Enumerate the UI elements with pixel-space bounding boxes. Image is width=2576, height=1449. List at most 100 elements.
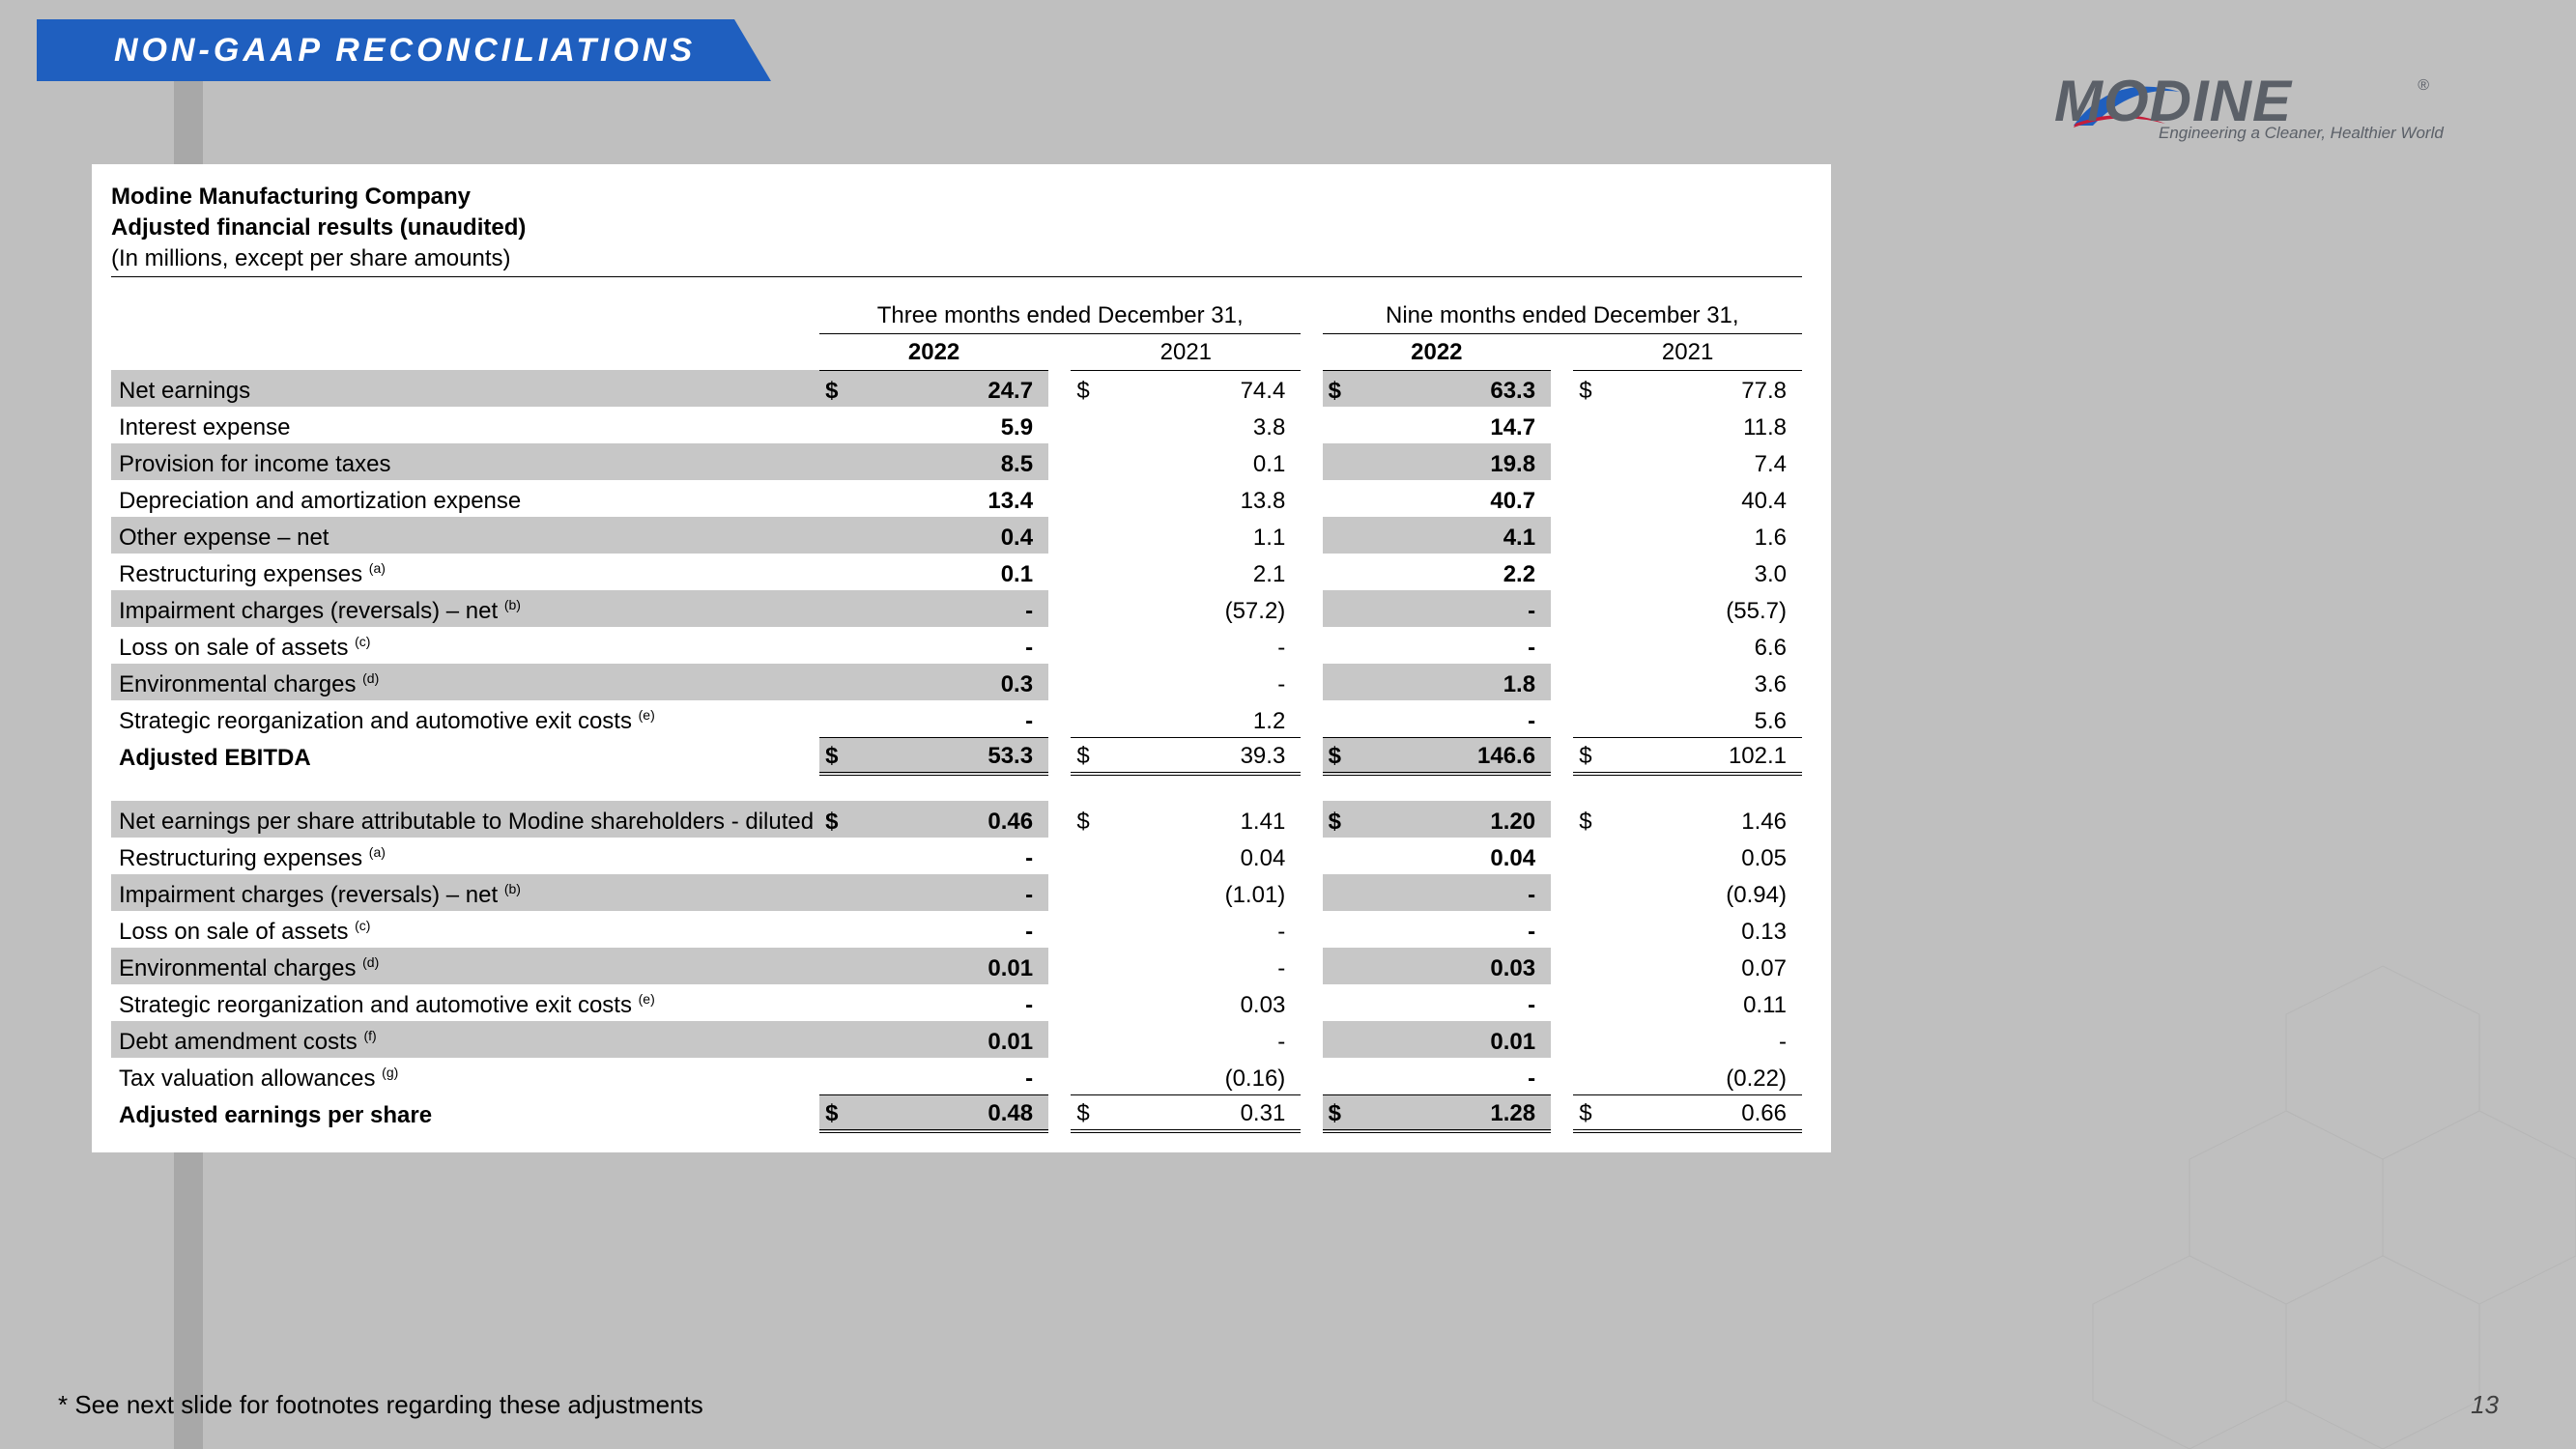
cell-sym bbox=[1573, 480, 1607, 517]
cell-val: 0.07 bbox=[1608, 948, 1802, 984]
cell-sym bbox=[1071, 590, 1104, 627]
row-label: Impairment charges (reversals) – net (b) bbox=[111, 590, 819, 627]
cell-sym bbox=[819, 554, 853, 590]
cell-sym bbox=[1071, 517, 1104, 554]
cell-val: 0.04 bbox=[1357, 838, 1551, 874]
cell-sym bbox=[1573, 700, 1607, 737]
row-label: Other expense – net bbox=[111, 517, 819, 554]
cell-val: 13.4 bbox=[853, 480, 1048, 517]
cell-val: 63.3 bbox=[1357, 370, 1551, 407]
table-row: Loss on sale of assets (c)---6.6 bbox=[111, 627, 1802, 664]
cell-sym: $ bbox=[1573, 1094, 1607, 1131]
table-row: Interest expense5.93.814.711.8 bbox=[111, 407, 1802, 443]
cell-val: (55.7) bbox=[1608, 590, 1802, 627]
table-row: Other expense – net0.41.14.11.6 bbox=[111, 517, 1802, 554]
table-row: Impairment charges (reversals) – net (b)… bbox=[111, 874, 1802, 911]
header-rule bbox=[111, 276, 1802, 277]
cell-sym: $ bbox=[1323, 370, 1357, 407]
cell-val: 0.03 bbox=[1105, 984, 1302, 1021]
cell-val: 0.13 bbox=[1608, 911, 1802, 948]
cell-sym bbox=[1573, 1021, 1607, 1058]
cell-val: 53.3 bbox=[853, 737, 1048, 774]
cell-val: (0.22) bbox=[1608, 1058, 1802, 1094]
cell-val: - bbox=[1105, 627, 1302, 664]
row-label: Loss on sale of assets (c) bbox=[111, 627, 819, 664]
cell-sym bbox=[1323, 1058, 1357, 1094]
company-name: Modine Manufacturing Company bbox=[111, 184, 1802, 211]
cell-sym bbox=[819, 700, 853, 737]
financial-table-panel: Modine Manufacturing Company Adjusted fi… bbox=[92, 164, 1831, 1152]
table-row: Strategic reorganization and automotive … bbox=[111, 984, 1802, 1021]
ebitda-label: Adjusted EBITDA bbox=[111, 737, 819, 774]
cell-val: 0.01 bbox=[1357, 1021, 1551, 1058]
cell-val: 14.7 bbox=[1357, 407, 1551, 443]
cell-val: 7.4 bbox=[1608, 443, 1802, 480]
cell-sym bbox=[1071, 911, 1104, 948]
cell-sym: $ bbox=[819, 801, 853, 838]
row-label: Net earnings per share attributable to M… bbox=[111, 801, 819, 838]
row-label: Environmental charges (d) bbox=[111, 664, 819, 700]
cell-val: 0.31 bbox=[1105, 1094, 1302, 1131]
cell-sym bbox=[1071, 874, 1104, 911]
year-4: 2021 bbox=[1573, 333, 1802, 370]
cell-val: 40.4 bbox=[1608, 480, 1802, 517]
cell-sym bbox=[1071, 1021, 1104, 1058]
cell-sym bbox=[819, 874, 853, 911]
cell-sym bbox=[819, 984, 853, 1021]
cell-val: - bbox=[1105, 948, 1302, 984]
cell-sym bbox=[1071, 700, 1104, 737]
logo-tagline: Engineering a Cleaner, Healthier World bbox=[2159, 124, 2444, 143]
cell-sym: $ bbox=[1071, 1094, 1104, 1131]
row-label: Impairment charges (reversals) – net (b) bbox=[111, 874, 819, 911]
cell-sym bbox=[1323, 664, 1357, 700]
cell-sym bbox=[1323, 1021, 1357, 1058]
cell-val: 0.4 bbox=[853, 517, 1048, 554]
cell-val: 1.28 bbox=[1357, 1094, 1551, 1131]
period-header-row: Three months ended December 31, Nine mon… bbox=[111, 297, 1802, 333]
cell-sym bbox=[1573, 590, 1607, 627]
cell-sym bbox=[1071, 664, 1104, 700]
cell-val: 2.1 bbox=[1105, 554, 1302, 590]
period-1-header: Three months ended December 31, bbox=[819, 297, 1301, 333]
cell-val: 0.1 bbox=[853, 554, 1048, 590]
cell-val: - bbox=[853, 627, 1048, 664]
cell-val: - bbox=[853, 590, 1048, 627]
cell-sym: $ bbox=[819, 370, 853, 407]
cell-val: 1.20 bbox=[1357, 801, 1551, 838]
table-row: Net earnings per share attributable to M… bbox=[111, 801, 1802, 838]
report-subtitle: Adjusted financial results (unaudited) bbox=[111, 214, 1802, 242]
cell-val: 13.8 bbox=[1105, 480, 1302, 517]
row-label: Provision for income taxes bbox=[111, 443, 819, 480]
cell-sym bbox=[819, 664, 853, 700]
cell-val: 0.05 bbox=[1608, 838, 1802, 874]
cell-val: 0.46 bbox=[853, 801, 1048, 838]
cell-sym bbox=[1323, 590, 1357, 627]
row-label: Restructuring expenses (a) bbox=[111, 838, 819, 874]
cell-val: - bbox=[1357, 874, 1551, 911]
cell-val: - bbox=[1357, 911, 1551, 948]
cell-sym bbox=[1573, 874, 1607, 911]
row-label: Environmental charges (d) bbox=[111, 948, 819, 984]
cell-val: 19.8 bbox=[1357, 443, 1551, 480]
cell-sym bbox=[1573, 554, 1607, 590]
cell-sym bbox=[1323, 443, 1357, 480]
cell-sym bbox=[819, 443, 853, 480]
cell-val: 0.01 bbox=[853, 948, 1048, 984]
table-row: Provision for income taxes8.50.119.87.4 bbox=[111, 443, 1802, 480]
cell-sym: $ bbox=[1573, 801, 1607, 838]
row-label: Depreciation and amortization expense bbox=[111, 480, 819, 517]
cell-val: 6.6 bbox=[1608, 627, 1802, 664]
table-row: Net earnings$24.7$74.4$63.3$77.8 bbox=[111, 370, 1802, 407]
cell-val: - bbox=[853, 984, 1048, 1021]
cell-sym bbox=[1573, 517, 1607, 554]
year-header-row: 2022 2021 2022 2021 bbox=[111, 333, 1802, 370]
table-row: Debt amendment costs (f)0.01-0.01- bbox=[111, 1021, 1802, 1058]
cell-val: - bbox=[1357, 1058, 1551, 1094]
cell-val: 0.1 bbox=[1105, 443, 1302, 480]
registered-mark: ® bbox=[2418, 77, 2429, 95]
cell-val: - bbox=[853, 874, 1048, 911]
cell-sym bbox=[819, 480, 853, 517]
cell-val: 146.6 bbox=[1357, 737, 1551, 774]
year-1: 2022 bbox=[819, 333, 1048, 370]
cell-sym: $ bbox=[819, 737, 853, 774]
